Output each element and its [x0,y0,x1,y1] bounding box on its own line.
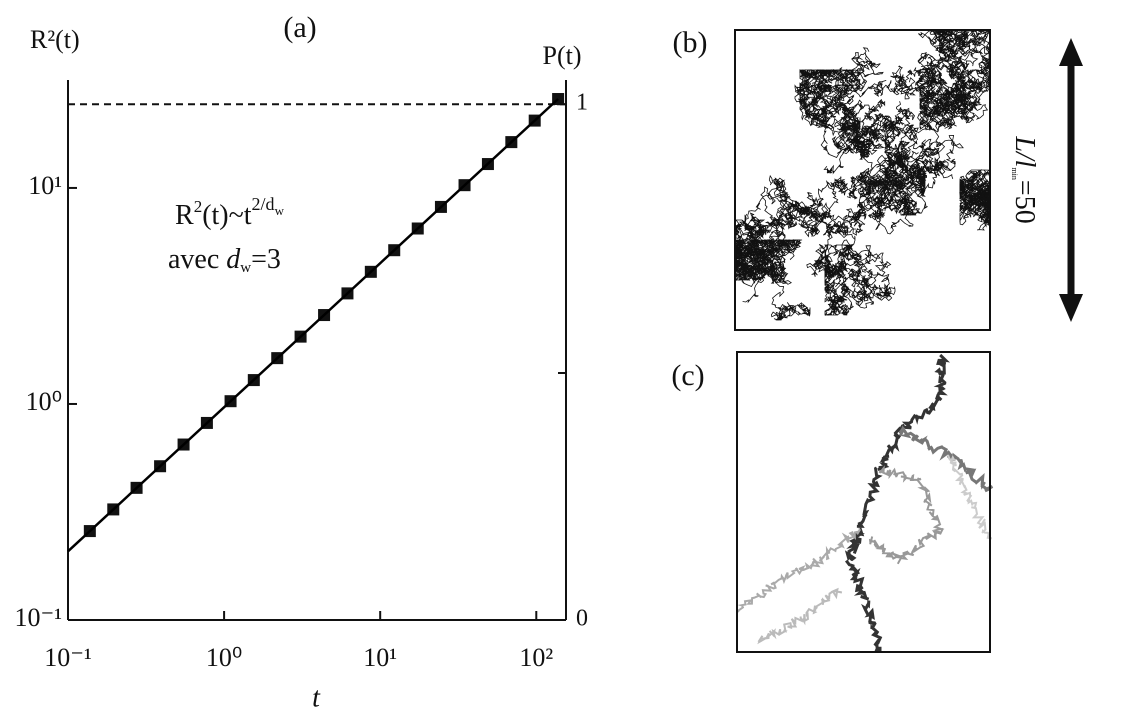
texture [734,227,763,270]
texture [825,252,892,316]
note-part: w [240,260,251,276]
texture [868,536,904,565]
texture [840,270,896,309]
texture [793,180,839,235]
panel-b-frame [734,29,991,331]
texture [735,219,767,276]
texture [876,154,927,210]
texture [799,69,837,130]
x-tick-label: 10⁻¹ [44,643,92,672]
texture [878,465,920,483]
texture [926,30,991,68]
x-tick-label: 10² [519,643,553,672]
texture [855,144,906,196]
texture [933,353,951,402]
texture [827,101,861,132]
formula-part: 2 [194,197,203,216]
texture [915,477,945,534]
note-part: avec [168,244,226,275]
texture [818,528,861,562]
size-label-part: L/l [1009,135,1040,167]
texture [857,169,901,222]
y2-tick-label: 0 [576,606,588,632]
fit-line [67,98,559,553]
texture [846,154,902,205]
texture [919,69,989,122]
panel-b [734,29,991,321]
texture [844,526,865,562]
size-arrow [1059,38,1083,322]
texture [865,101,905,151]
note-part: =3 [251,244,281,275]
y2-tick-label: 1 [576,90,588,116]
texture [794,84,866,145]
texture [861,600,883,652]
texture [824,244,856,303]
y-axis-label: R²(t) [30,25,80,54]
y2-axis-label: P(t) [543,41,582,70]
formula-part: R [175,200,194,231]
panel-c-frame [736,351,991,653]
texture [931,71,975,123]
formula-part: (t)~t [202,200,252,231]
formula-part: w [275,203,285,218]
arrow-head [1059,294,1083,322]
texture [898,527,944,561]
texture [877,426,903,472]
texture [757,616,804,645]
texture [755,268,811,321]
x-axis-label: t [312,682,321,713]
arrow-head [1059,38,1083,66]
panel-label: (c) [671,359,704,392]
texture [834,170,909,207]
panel-c [736,353,994,652]
texture [884,124,927,183]
texture [947,454,973,504]
texture [806,213,856,277]
texture [775,184,819,238]
x-tick-label: 10⁰ [206,643,242,672]
texture [967,496,993,540]
texture [845,559,870,601]
texture [840,185,917,236]
texture [799,68,861,102]
y-tick-label: 10⁻¹ [14,603,62,632]
texture [899,396,942,431]
y-tick-label: 10¹ [28,171,62,200]
texture [946,452,994,493]
texture [801,587,843,626]
size-label: L/lmin=50 [1009,135,1040,223]
panel-label: (b) [673,26,708,59]
texture [780,556,824,585]
texture [736,577,783,613]
size-label-part: min [1010,167,1019,179]
note: avec dw=3 [168,244,281,276]
chart-title: (a) [283,11,316,44]
formula-part: 2/d [252,194,275,214]
y-tick-label: 10⁰ [26,387,62,416]
texture [744,196,786,249]
texture [735,238,802,278]
texture [856,466,883,529]
texture [962,188,991,231]
texture [889,63,949,126]
texture [898,425,955,461]
note-part: d [226,244,241,275]
texture [959,169,990,207]
x-tick-label: 10¹ [363,643,397,672]
size-label-part: =50 [1009,180,1040,224]
formula: R2(t)~t2/dw [175,194,285,231]
